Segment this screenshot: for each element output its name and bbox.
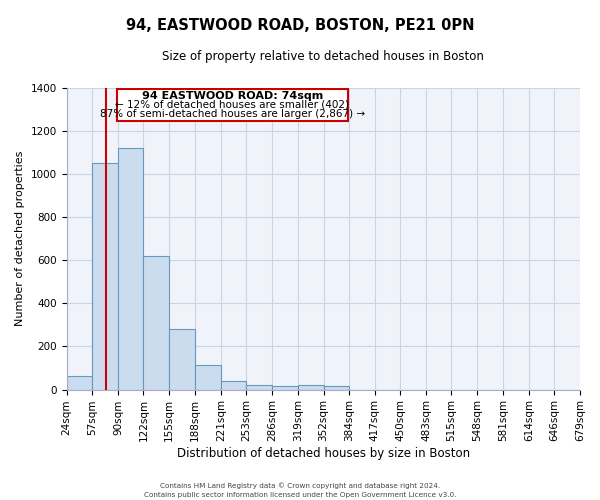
Bar: [67, 376, 92, 390]
Title: Size of property relative to detached houses in Boston: Size of property relative to detached ho…: [163, 50, 484, 63]
Bar: [246, 386, 272, 390]
Bar: [298, 386, 323, 390]
Bar: [195, 365, 221, 390]
X-axis label: Distribution of detached houses by size in Boston: Distribution of detached houses by size …: [177, 447, 470, 460]
Bar: [221, 381, 246, 390]
Bar: [118, 148, 143, 390]
Text: 87% of semi-detached houses are larger (2,867) →: 87% of semi-detached houses are larger (…: [100, 108, 365, 118]
Bar: [92, 163, 118, 390]
Y-axis label: Number of detached properties: Number of detached properties: [15, 151, 25, 326]
Bar: [323, 386, 349, 390]
Text: Contains HM Land Registry data © Crown copyright and database right 2024.: Contains HM Land Registry data © Crown c…: [160, 482, 440, 490]
Text: ← 12% of detached houses are smaller (402): ← 12% of detached houses are smaller (40…: [115, 100, 349, 110]
Text: 94, EASTWOOD ROAD, BOSTON, PE21 0PN: 94, EASTWOOD ROAD, BOSTON, PE21 0PN: [126, 18, 474, 32]
Bar: [143, 256, 169, 390]
FancyBboxPatch shape: [116, 89, 348, 120]
Bar: [169, 329, 195, 390]
Text: 94 EASTWOOD ROAD: 74sqm: 94 EASTWOOD ROAD: 74sqm: [142, 91, 323, 101]
Bar: [272, 386, 298, 390]
Text: Contains public sector information licensed under the Open Government Licence v3: Contains public sector information licen…: [144, 492, 456, 498]
